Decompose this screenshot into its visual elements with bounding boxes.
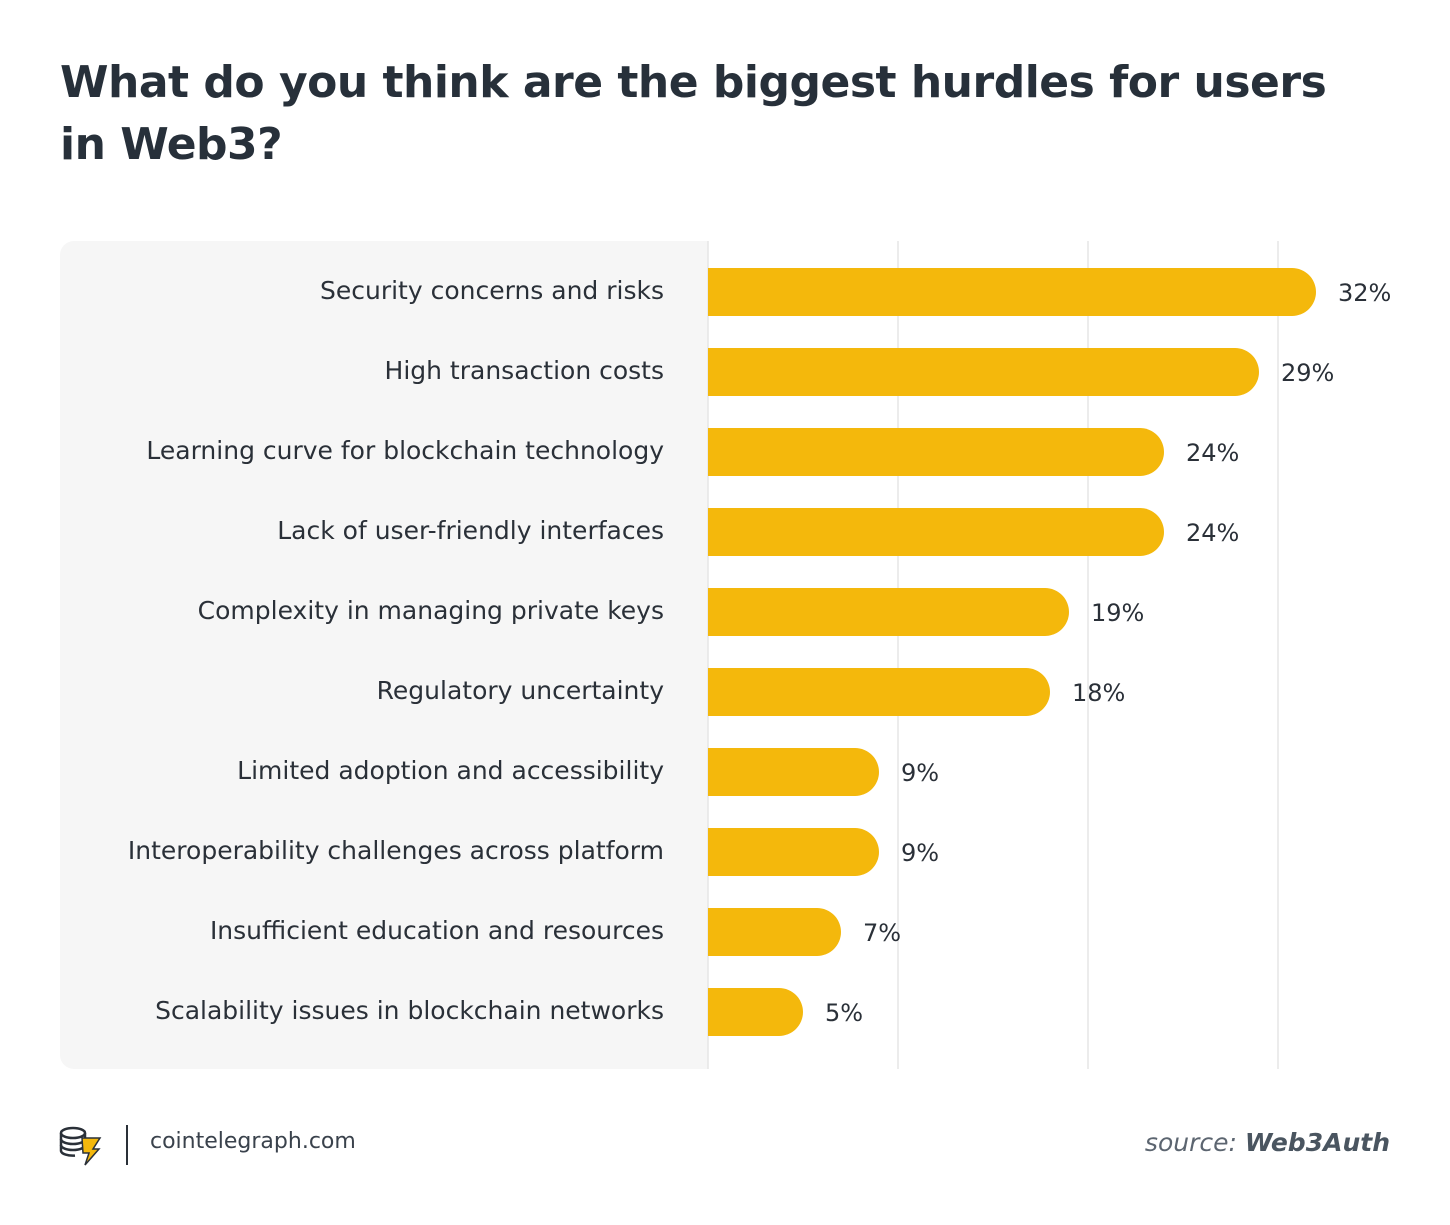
value-label: 29% (1281, 359, 1334, 387)
value-label: 9% (901, 759, 939, 787)
category-label: High transaction costs (385, 356, 664, 385)
cointelegraph-logo-icon (59, 1126, 102, 1166)
bar (708, 268, 1316, 316)
category-label: Regulatory uncertainty (377, 676, 665, 705)
bar (708, 588, 1069, 636)
bar (708, 508, 1164, 556)
bar (708, 748, 879, 796)
value-label: 32% (1338, 279, 1391, 307)
value-label: 24% (1186, 519, 1239, 547)
category-label: Lack of user-friendly interfaces (277, 516, 664, 545)
bar (708, 908, 841, 956)
category-label: Limited adoption and accessibility (237, 756, 664, 785)
category-label: Insufficient education and resources (210, 916, 664, 945)
bar-layer: Security concerns and risks 32% High trans… (128, 268, 1391, 1036)
chart-title: What do you think are the biggest hurdle… (60, 57, 1327, 170)
value-label: 24% (1186, 439, 1239, 467)
bar (708, 828, 879, 876)
value-label: 18% (1072, 679, 1125, 707)
value-label: 9% (901, 839, 939, 867)
category-label: Complexity in managing private keys (198, 596, 664, 625)
bar (708, 428, 1164, 476)
label-panel (60, 241, 708, 1069)
bar (708, 348, 1259, 396)
bar (708, 988, 803, 1036)
bar (708, 668, 1050, 716)
footer-site[interactable]: cointelegraph.com (150, 1129, 356, 1154)
footer-divider (126, 1125, 128, 1165)
value-label: 5% (825, 999, 863, 1027)
value-label: 19% (1091, 599, 1144, 627)
category-label: Interoperability challenges across platf… (128, 836, 664, 865)
category-label: Scalability issues in blockchain network… (155, 996, 664, 1025)
source-name: Web3Auth (1244, 1128, 1390, 1157)
category-label: Learning curve for blockchain technology (146, 436, 664, 465)
footer-source: source: Web3Auth (1145, 1128, 1390, 1157)
category-label: Security concerns and risks (320, 276, 664, 305)
value-label: 7% (863, 919, 901, 947)
source-prefix: source: (1144, 1128, 1237, 1157)
